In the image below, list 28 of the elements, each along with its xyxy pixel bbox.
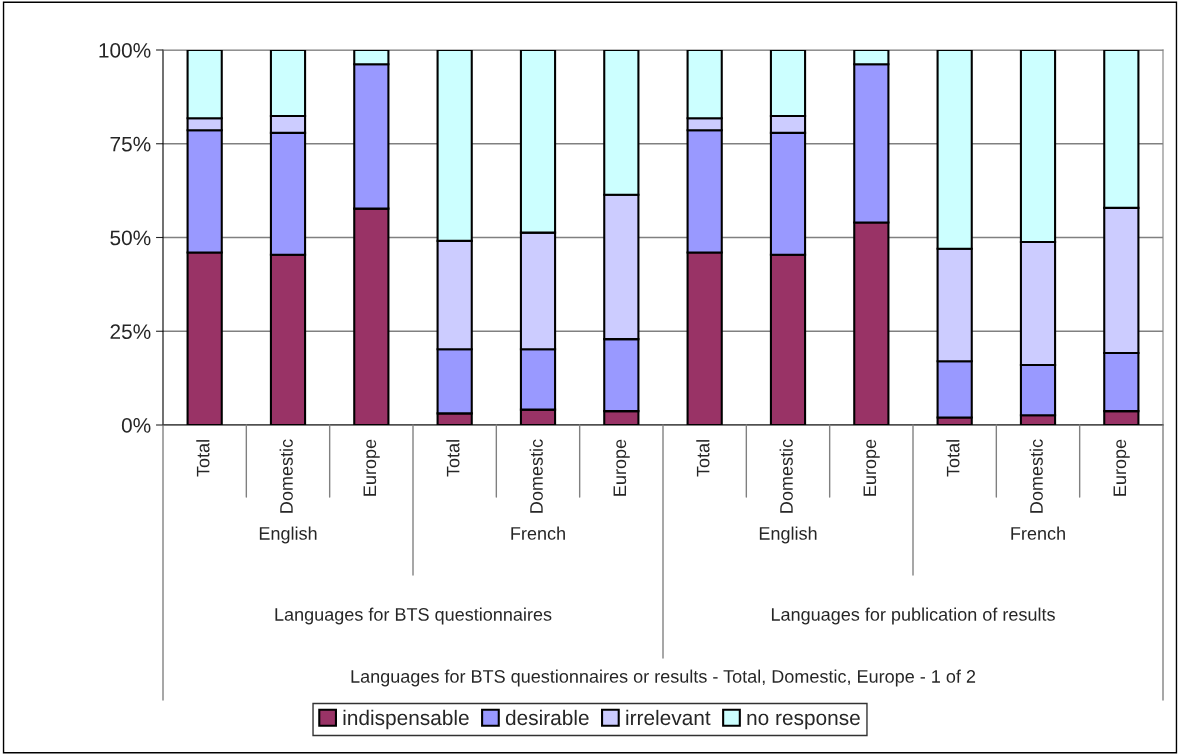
text: Languages for BTS questionnaires	[275, 607, 552, 625]
text: Languages for BTS questionnaires or results - Total, Domestic, Europe - 1 of 2	[351, 669, 976, 687]
x-tick-label: Domestic	[1029, 439, 1043, 513]
y-tick-label: 50%	[110, 230, 151, 246]
y-tick-label: 25%	[110, 324, 151, 339]
legend-label: desirable	[505, 709, 589, 726]
x-tick-label: Total	[196, 440, 210, 477]
x-tick-label: Total	[696, 440, 710, 477]
x-tick-label: Europe	[1113, 439, 1130, 496]
y-tick-label: 100%	[99, 43, 151, 58]
y-tick-label: 75%	[110, 136, 151, 152]
x-tick-label: Europe	[613, 439, 630, 496]
legend-label: no response	[747, 713, 860, 730]
legend-label: indispensable	[343, 709, 469, 730]
text: English	[759, 526, 817, 544]
text: Languages for publication of results	[771, 607, 1055, 625]
x-tick-label: Total	[446, 440, 460, 477]
legend-label: irrelevant	[626, 709, 711, 726]
x-tick-label: Domestic	[279, 439, 293, 513]
x-tick-label: Total	[946, 440, 960, 477]
text: French	[511, 526, 565, 540]
x-tick-label: Europe	[863, 439, 880, 496]
x-tick-label: Europe	[363, 439, 380, 496]
x-tick-label: Domestic	[529, 439, 543, 513]
x-tick-label: Domestic	[779, 439, 793, 513]
text: French	[1011, 526, 1065, 540]
text: English	[259, 526, 317, 544]
y-tick-label: 0%	[121, 418, 151, 433]
